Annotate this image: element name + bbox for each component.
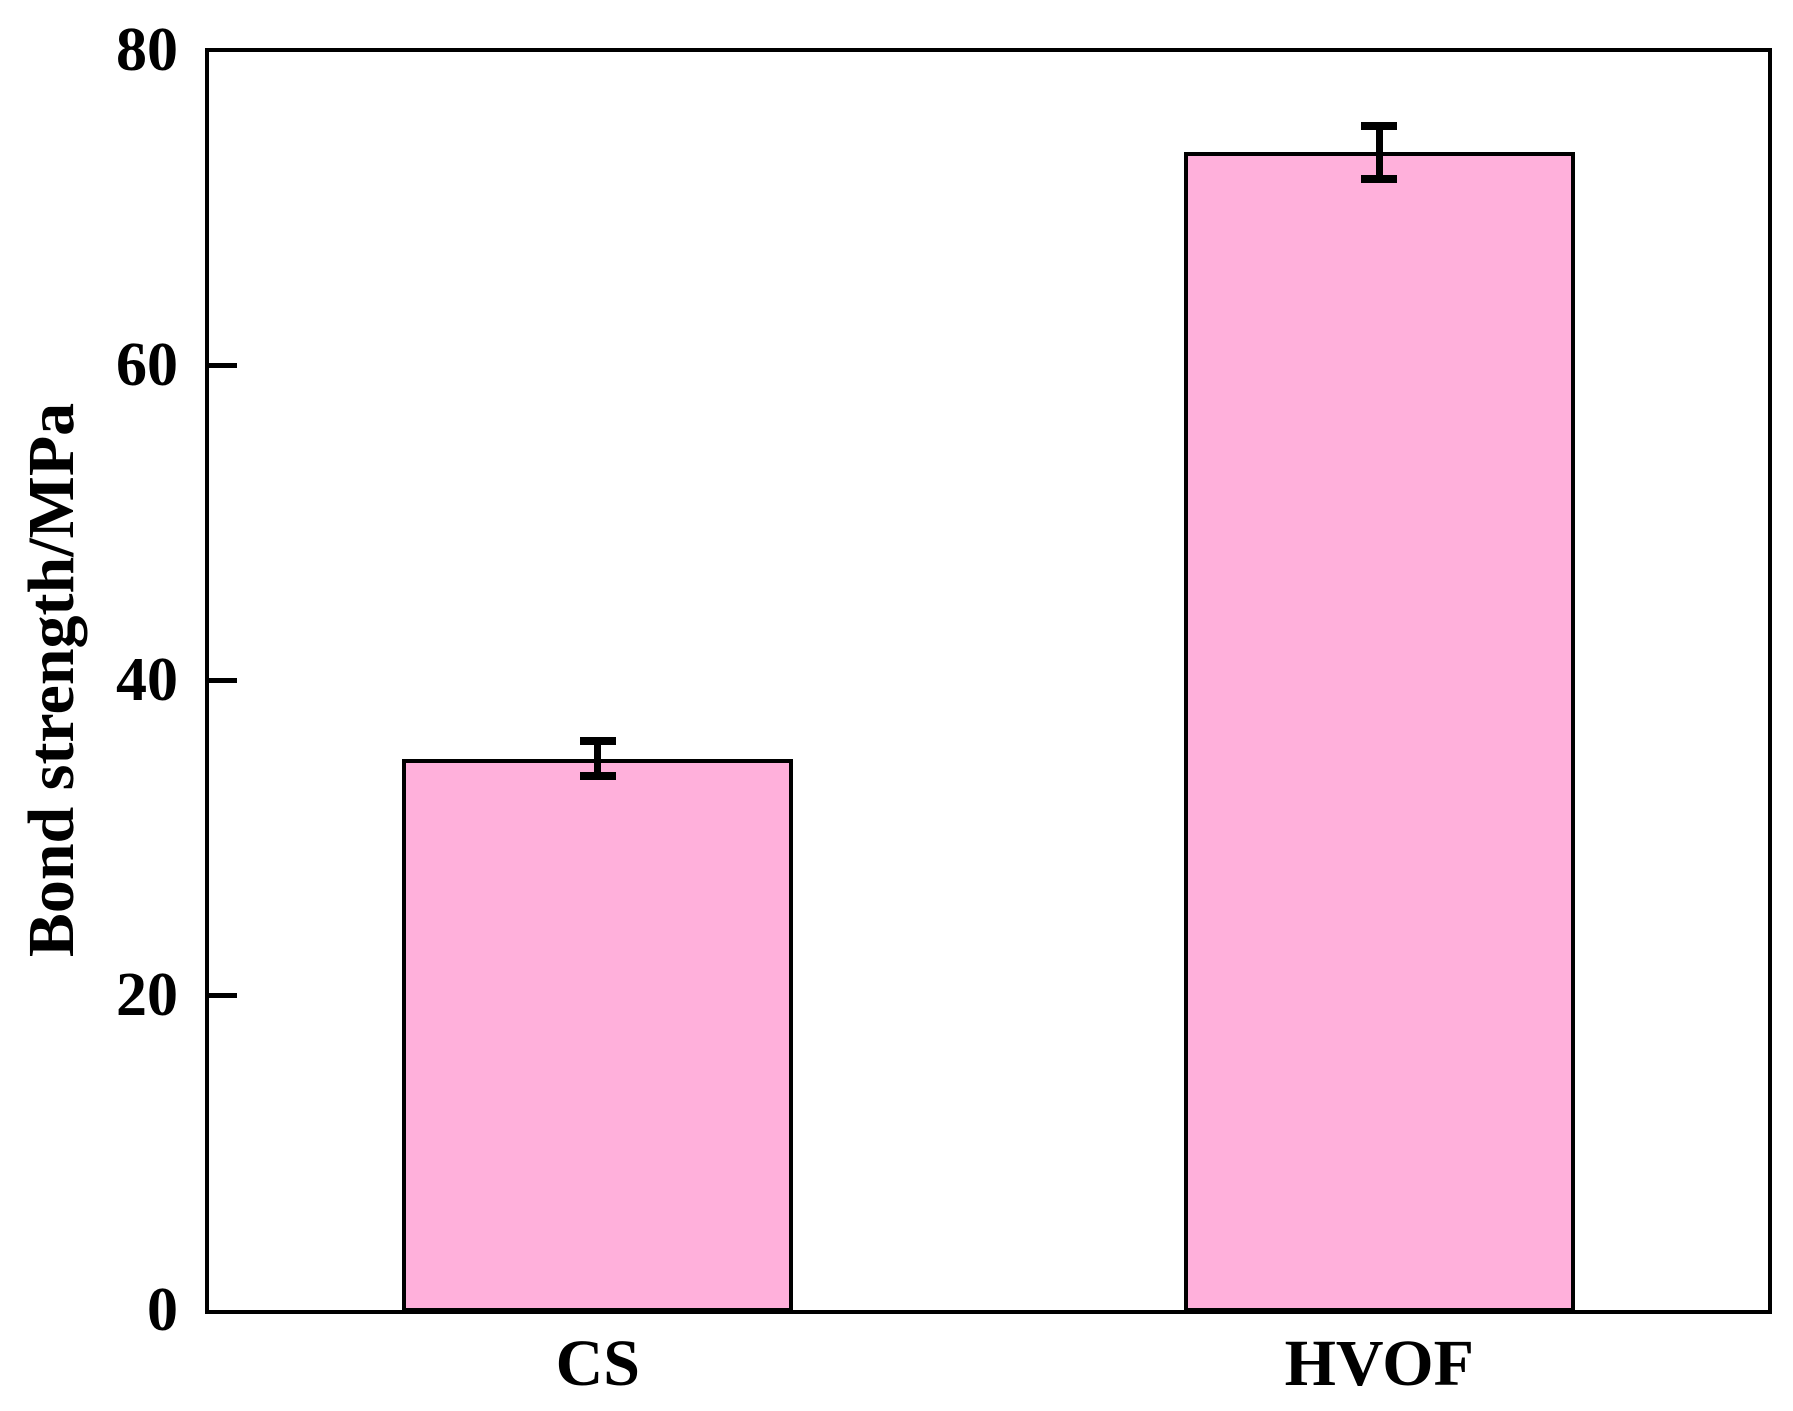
error-bar-cap-bottom-cs	[579, 772, 616, 781]
y-tick-20	[209, 992, 237, 998]
error-bar-cap-bottom-hvof	[1361, 175, 1398, 184]
plot-area-frame	[205, 48, 1772, 1314]
bar-hvof	[1183, 152, 1575, 1312]
y-tick-label-40: 40	[116, 646, 178, 714]
error-bar-line-cs	[594, 741, 602, 777]
y-tick-60	[209, 362, 237, 368]
error-bar-cap-top-hvof	[1361, 121, 1398, 130]
y-tick-40	[209, 677, 237, 683]
y-tick-label-80: 80	[116, 16, 178, 84]
error-bar-line-hvof	[1375, 125, 1383, 180]
y-tick-label-20: 20	[116, 961, 178, 1029]
x-tick-label-cs: CS	[555, 1327, 640, 1400]
x-tick-label-hvof: HVOF	[1284, 1327, 1474, 1400]
error-bar-cap-top-cs	[579, 737, 616, 746]
y-tick-label-0: 0	[147, 1276, 178, 1344]
bar-cs	[402, 758, 794, 1312]
y-tick-label-60: 60	[116, 331, 178, 399]
